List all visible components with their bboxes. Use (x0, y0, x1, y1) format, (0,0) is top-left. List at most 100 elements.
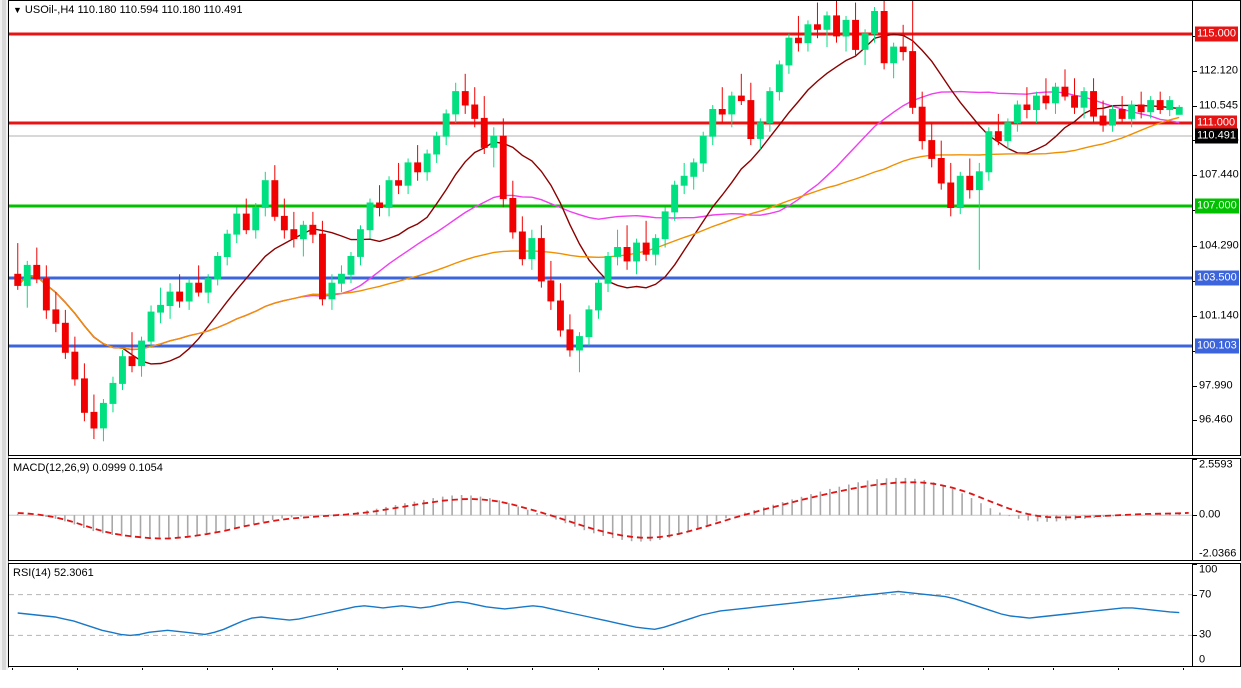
axis-tick (1193, 106, 1197, 108)
candle (918, 106, 926, 142)
price-level-label-support-103.5[interactable]: 103.500 (1195, 270, 1239, 286)
candle (528, 238, 536, 260)
price-chart-panel: ▼ USOil-,H4 110.180 110.594 110.180 110.4… (8, 0, 1241, 456)
candle (928, 140, 936, 159)
candle (1175, 106, 1183, 115)
candle (1080, 91, 1088, 108)
time-axis-tick (142, 668, 144, 671)
candle (452, 91, 460, 115)
candle (214, 256, 222, 280)
rsi-axis[interactable]: 100 70 30 0 (1192, 563, 1240, 667)
candle (899, 46, 907, 53)
candle (404, 162, 412, 186)
candle (147, 311, 155, 342)
candle (518, 231, 526, 260)
candle (852, 19, 859, 50)
time-axis-tick (857, 668, 859, 671)
candle (471, 104, 479, 119)
axis-tick (1193, 459, 1197, 460)
price-level-label-current-price[interactable]: 110.491 (1195, 128, 1238, 144)
candle (347, 256, 355, 275)
price-axis-label: 112.120 (1199, 64, 1238, 77)
candle (1128, 104, 1136, 119)
candle (975, 171, 983, 191)
candle (1042, 95, 1050, 104)
candle (642, 242, 650, 255)
axis-tick (1193, 635, 1197, 637)
candle (509, 198, 517, 233)
rsi-axis-label: 70 (1199, 588, 1212, 601)
candle (595, 282, 602, 311)
candle (204, 278, 212, 293)
axis-tick (1193, 71, 1197, 73)
time-axis-tick (597, 668, 599, 671)
symbol-ohlc-label: USOil-,H4 110.180 110.594 110.180 110.49… (24, 4, 243, 16)
candle (604, 256, 612, 284)
price-level-label-support-100.1[interactable]: 100.103 (1195, 338, 1239, 354)
candle (537, 238, 545, 282)
price-axis-label: 110.545 (1199, 99, 1238, 112)
candle (661, 211, 669, 240)
candle (1109, 109, 1116, 126)
candle (1061, 86, 1069, 97)
candle (138, 340, 146, 367)
time-axis-tick (467, 668, 469, 671)
candle (280, 215, 288, 231)
candle (414, 162, 422, 173)
candle (823, 15, 831, 30)
candle (252, 207, 260, 231)
candle (395, 180, 403, 186)
candle (366, 202, 374, 231)
time-axis-tick (337, 668, 339, 671)
candle (1099, 115, 1107, 126)
candle (861, 33, 869, 50)
axis-tick (1193, 564, 1197, 565)
chevron-down-icon[interactable]: ▼ (13, 5, 22, 15)
candle (1033, 95, 1040, 110)
price-axis[interactable]: 113.695112.120110.545109.015107.440105.8… (1192, 1, 1240, 455)
candle (871, 11, 878, 35)
candle (309, 224, 317, 235)
candle (1118, 109, 1126, 119)
candle (994, 131, 1002, 142)
rsi-plot-area[interactable] (9, 564, 1192, 666)
candle (947, 182, 955, 208)
candle (566, 329, 574, 351)
candle (795, 37, 802, 44)
candle (423, 153, 431, 173)
candle (814, 24, 821, 30)
time-axis-tick (1117, 668, 1119, 671)
scroll-thumb[interactable] (2, 0, 6, 670)
candle (1023, 104, 1031, 110)
macd-axis[interactable]: 2.5593 0.00 -2.0366 (1192, 459, 1240, 561)
candle (614, 247, 621, 257)
candle (1071, 95, 1078, 108)
macd-axis-label: 0.00 (1199, 508, 1221, 521)
price-level-label-resistance-115[interactable]: 115.000 (1195, 26, 1238, 42)
price-plot-area[interactable] (9, 1, 1192, 455)
candle (376, 202, 384, 208)
candle (547, 280, 555, 302)
rsi-axis-label: 0 (1199, 653, 1206, 666)
candle (319, 233, 326, 300)
candle (61, 322, 69, 353)
candle (652, 238, 660, 255)
macd-axis-label: -2.0366 (1199, 547, 1237, 560)
candle (299, 224, 307, 240)
price-level-label-support-107[interactable]: 107.000 (1195, 198, 1239, 214)
candle (718, 109, 726, 115)
price-level-label-resistance-111[interactable]: 111.000 (1195, 115, 1238, 131)
candle (671, 184, 679, 213)
candle (1004, 122, 1012, 142)
candle (52, 309, 60, 324)
macd-plot-area[interactable] (9, 459, 1192, 560)
candle (966, 175, 974, 191)
time-axis-tick (727, 668, 729, 671)
candle (785, 37, 793, 66)
candle (576, 336, 583, 351)
candle (433, 135, 441, 155)
time-axis-tick (987, 668, 989, 671)
rsi-axis-label: 100 (1199, 563, 1218, 576)
time-axis-tick (662, 668, 664, 671)
candle (680, 175, 688, 186)
